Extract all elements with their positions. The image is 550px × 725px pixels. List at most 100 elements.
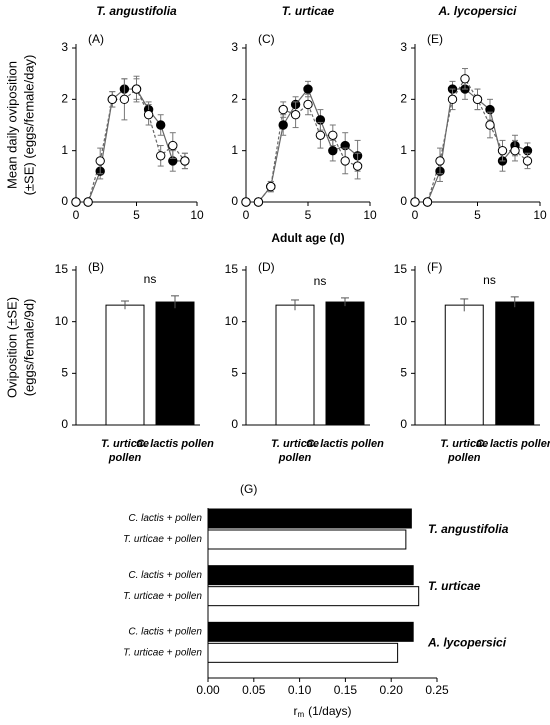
data-point: [447, 94, 458, 105]
y-tick-label: 0: [61, 194, 68, 208]
x-tick-label: 0.15: [334, 683, 358, 697]
x-tick-label: 5: [474, 208, 481, 222]
x-tick-label: T. urticae pollen: [100, 438, 150, 464]
series-line: [415, 77, 528, 203]
data-point: [180, 156, 190, 166]
data-point: [328, 130, 338, 140]
bar: [444, 304, 484, 426]
panel-label: (C): [258, 32, 275, 46]
panel-label: (B): [88, 260, 104, 274]
x-tick-label: 0.20: [380, 683, 404, 697]
data-point: [460, 74, 470, 84]
group-label: T. urticae: [428, 579, 481, 593]
x-tick-label: C. lactis pollen: [306, 438, 384, 450]
y-axis-label: Mean daily oviposition: [4, 61, 19, 189]
data-point: [168, 140, 178, 151]
data-point: [143, 110, 154, 120]
x-tick-label: 0: [73, 208, 80, 222]
x-tick-label: 10: [190, 208, 204, 222]
data-point: [83, 197, 93, 207]
data-point: [410, 197, 420, 207]
x-tick-label: 0: [412, 208, 419, 222]
data-point: [328, 145, 338, 156]
data-point: [290, 110, 301, 120]
group-label: T. angustifolia: [428, 522, 509, 536]
x-tick-label: 0.25: [425, 683, 449, 697]
x-axis-label-main: r: [293, 704, 297, 718]
data-point: [510, 145, 520, 156]
annotation: ns: [314, 274, 327, 288]
panel-label: (D): [258, 260, 275, 274]
data-point: [95, 156, 105, 166]
y-tick-label: 3: [231, 40, 238, 54]
data-point: [71, 197, 81, 207]
data-point: [303, 84, 313, 94]
error-bar: [171, 295, 179, 309]
x-tick-label: T. urticae pollen: [440, 438, 489, 464]
data-point: [340, 156, 350, 166]
x-tick-label: 0.05: [242, 683, 266, 697]
data-point: [435, 156, 445, 166]
panel-label: (E): [427, 32, 443, 46]
data-point: [522, 156, 533, 166]
bar: [155, 301, 195, 426]
panel-title: A. lycopersici: [437, 4, 517, 18]
data-point: [156, 120, 166, 130]
x-tick-label: 10: [363, 208, 377, 222]
bar: [207, 621, 414, 642]
y-tick-label: 5: [400, 366, 407, 380]
data-point: [241, 197, 251, 207]
annotation: ns: [144, 272, 157, 286]
y-tick-label: 5: [61, 366, 68, 380]
panel-label: (A): [88, 32, 104, 46]
y-tick-label: 0: [231, 417, 238, 431]
error-bar: [341, 297, 349, 307]
series-line: [415, 88, 528, 203]
y-axis-label: (eggs/female/9d): [21, 299, 36, 397]
x-axis-label: rm (1/days): [293, 704, 351, 719]
x-tick-label: C. lactis pollen: [475, 438, 550, 450]
bar: [207, 508, 412, 529]
data-point: [156, 151, 166, 161]
y-tick-label: 15: [225, 262, 239, 276]
y-axis-label: (±SE) (eggs/female/day): [21, 55, 36, 196]
x-tick-label: 0.00: [196, 683, 220, 697]
panel-label: (G): [240, 482, 257, 496]
data-point: [485, 120, 495, 130]
x-tick-label: 5: [133, 208, 140, 222]
data-point: [278, 104, 288, 115]
bar: [207, 586, 420, 607]
data-point: [278, 120, 288, 130]
series-label: C. lactis + pollen: [128, 513, 202, 524]
x-axis-label-sub: m: [297, 710, 304, 719]
x-tick-label: 10: [533, 208, 547, 222]
data-point: [266, 181, 276, 192]
y-tick-label: 1: [400, 143, 407, 157]
bar: [105, 304, 145, 426]
series-label: C. lactis + pollen: [128, 570, 202, 581]
error-bar: [121, 300, 129, 310]
bar: [207, 565, 414, 586]
data-point: [131, 84, 142, 94]
y-axis-label: Oviposition (±SE): [4, 297, 19, 398]
x-tick-label: T. urticae pollen: [270, 438, 320, 464]
series-label: T. urticae + pollen: [123, 647, 202, 658]
series-label: C. lactis + pollen: [128, 626, 202, 637]
y-tick-label: 0: [61, 417, 68, 431]
data-point: [472, 94, 483, 105]
bar: [207, 642, 399, 663]
y-tick-label: 10: [394, 314, 408, 328]
x-axis-label-unit: (1/days): [308, 704, 351, 718]
group-label: A. lycopersici: [427, 636, 507, 650]
y-tick-label: 5: [231, 366, 238, 380]
panel-title: T. urticae: [282, 4, 335, 18]
series-label: T. urticae + pollen: [123, 534, 202, 545]
x-tick-label: 0.10: [288, 683, 312, 697]
bar: [495, 301, 535, 426]
y-tick-label: 2: [231, 92, 238, 106]
bar: [207, 529, 407, 550]
data-point: [422, 197, 433, 207]
y-tick-label: 1: [231, 143, 238, 157]
panel-title: T. angustifolia: [96, 4, 177, 18]
